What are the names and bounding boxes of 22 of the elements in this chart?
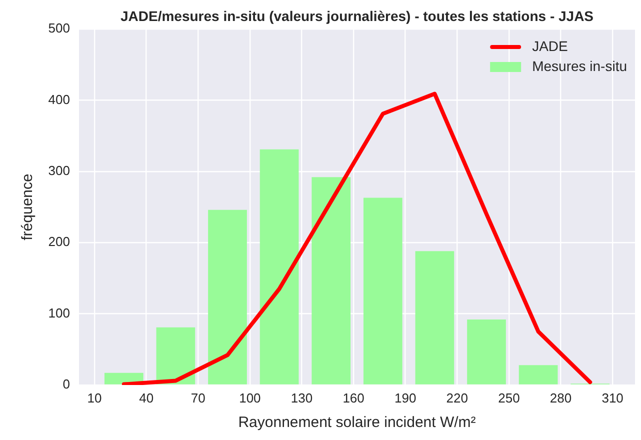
y-tick-label: 100	[48, 305, 70, 320]
x-tick-label: 190	[394, 390, 416, 406]
legend-label: Mesures in-situ	[532, 58, 628, 74]
y-axis-title: fréquence	[19, 174, 36, 240]
x-tick-label: 220	[446, 390, 468, 406]
x-tick-label: 160	[342, 390, 364, 406]
y-tick-label: 500	[48, 20, 70, 36]
x-tick-label: 310	[602, 390, 624, 406]
y-tick-label: 300	[48, 162, 70, 178]
x-axis-title: Rayonnement solaire incident W/m²	[238, 414, 476, 432]
y-tick-label: 0	[62, 376, 70, 392]
x-tick-label: 10	[87, 390, 102, 406]
x-tick-label: 70	[190, 390, 206, 406]
x-tick-label: 250	[498, 390, 520, 406]
x-tick-label: 100	[239, 390, 261, 406]
chart-title: JADE/mesures in-situ (valeurs journalières) - toutes les stations - JJAS	[120, 8, 594, 24]
x-tick-label: 280	[550, 390, 572, 406]
legend-label: JADE	[532, 38, 568, 54]
x-tick-label: 130	[290, 390, 313, 406]
y-tick-label: 400	[48, 92, 70, 107]
y-tick-label: 200	[48, 234, 70, 250]
x-tick-label: 40	[139, 390, 154, 406]
